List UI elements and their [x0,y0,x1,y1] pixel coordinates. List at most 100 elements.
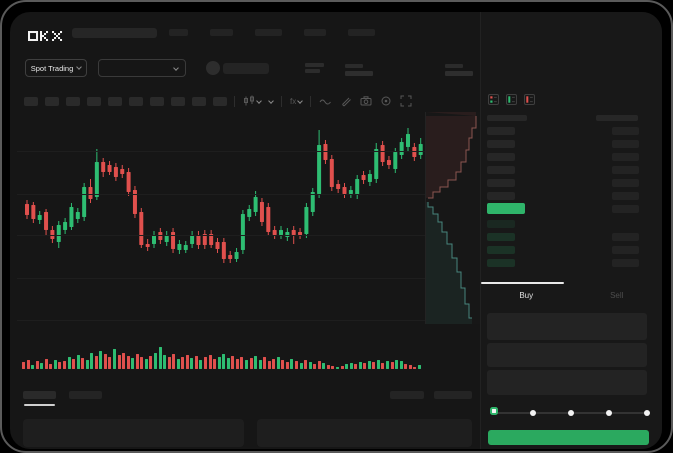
slider-stop-4[interactable] [644,410,650,416]
volume-bar [304,360,308,369]
volume-bar [49,364,53,369]
timeframe-button-9[interactable] [192,97,206,106]
volume-bar [390,362,394,369]
orderbook-view-toggles [488,94,535,105]
tab-buy[interactable]: Buy [481,282,572,306]
chart-type-icon[interactable] [243,95,262,107]
orders-filter-2[interactable] [434,391,472,399]
camera-icon[interactable] [360,95,372,107]
draw-icon[interactable] [340,95,352,107]
candle [145,239,150,251]
market-type-dropdown[interactable]: Spot Trading [25,59,87,77]
candlestick-chart[interactable] [17,115,425,337]
volume-bar [153,353,157,369]
slider-stop-3[interactable] [606,410,612,416]
volume-bar [244,360,248,369]
tab-sell[interactable]: Sell [610,291,624,300]
volume-bar [126,356,130,369]
orderbook-row-bid[interactable] [481,231,662,244]
timeframe-button-5[interactable] [108,97,122,106]
candle [361,171,366,184]
timeframe-button-3[interactable] [66,97,80,106]
amount-column-header [596,115,638,121]
chart-style-dropdown[interactable] [268,98,274,104]
candle [336,180,341,193]
orderbook-row-ask[interactable] [481,190,662,203]
buy-submit-button[interactable] [488,430,649,445]
book-bids-icon[interactable] [506,94,517,105]
nav-item-4[interactable] [304,29,326,36]
volume-bar [408,365,412,369]
wave-icon[interactable] [319,95,332,107]
candle [209,230,214,248]
orderbook-row-ask[interactable] [481,138,662,151]
pair-selector-dropdown[interactable] [98,59,186,77]
orderbook-row-ask[interactable] [481,164,662,177]
amount-field[interactable] [487,343,647,367]
nav-item-5[interactable] [348,29,375,36]
orderbook-row-ask[interactable] [481,125,662,138]
orderbook-row-ask[interactable] [481,177,662,190]
volume-bar [267,361,271,369]
book-combined-icon[interactable] [488,94,499,105]
timeframe-buttons [24,97,227,106]
volume-bar [81,358,85,369]
timeframe-button-10[interactable] [213,97,227,106]
candle [202,230,207,249]
nav-item-1[interactable] [169,29,188,36]
orderbook-row-ask[interactable] [481,151,662,164]
slider-handle[interactable] [490,407,498,415]
volume-bar [217,357,221,369]
settings-icon[interactable] [380,95,392,107]
timeframe-button-4[interactable] [87,97,101,106]
fullscreen-icon[interactable] [400,95,412,107]
volume-bar [417,365,421,369]
candle [399,138,404,159]
search-input[interactable] [72,28,157,38]
slider-stop-2[interactable] [568,410,574,416]
volume-bar [113,349,116,369]
nav-item-2[interactable] [210,29,233,36]
chevron-down-icon [297,98,304,104]
volume-bar [231,356,235,369]
tab-open-orders[interactable] [23,391,56,406]
orderbook-row-last[interactable] [481,203,662,218]
indicator-icon[interactable]: fx [290,97,304,106]
volume-bar [345,364,349,369]
timeframe-button-2[interactable] [45,97,59,106]
candle [177,240,182,254]
volume-bar [199,360,203,369]
chevron-down-icon [256,98,262,104]
orderbook-header [481,113,662,123]
candle [418,138,423,159]
book-asks-icon[interactable] [524,94,535,105]
orders-filter-1[interactable] [390,391,424,399]
nav-item-3[interactable] [255,29,282,36]
candle [75,208,80,223]
timeframe-button-8[interactable] [171,97,185,106]
volume-bar [204,357,207,369]
candle [406,128,410,151]
timeframe-button-6[interactable] [129,97,143,106]
amount-slider[interactable] [490,404,652,422]
price-field[interactable] [487,313,647,340]
qty-bar [612,192,639,200]
candle [380,141,385,166]
coin-icon [206,61,220,75]
timeframe-button-1[interactable] [24,97,38,106]
volume-bar [372,362,376,369]
tab-order-history[interactable] [69,391,102,399]
orderbook-row-bid[interactable] [481,244,662,257]
orderbook-row-bid[interactable] [481,218,662,231]
stat-24h-change [345,64,373,76]
slider-stop-1[interactable] [530,410,536,416]
volume-bar [281,360,285,369]
volume-bar [222,354,226,369]
volume-bar [272,359,276,369]
depth-chart[interactable] [425,112,480,324]
timeframe-button-7[interactable] [150,97,164,106]
volume-bar [149,356,153,369]
orderbook-row-bid[interactable] [481,257,662,270]
candle [215,238,220,253]
total-field[interactable] [487,370,647,395]
